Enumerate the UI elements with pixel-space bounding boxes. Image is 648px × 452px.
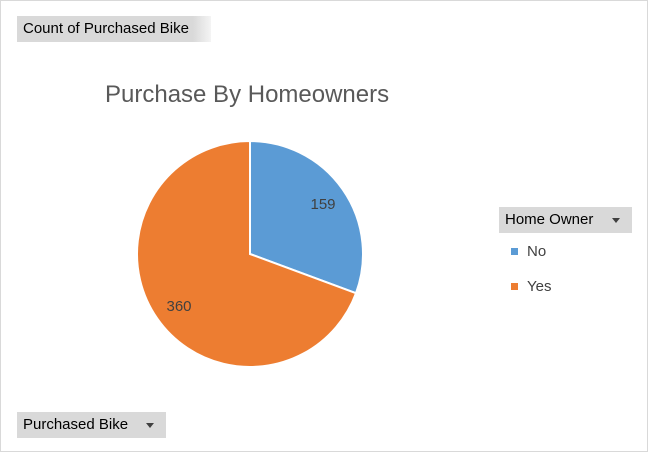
pie-slice-yes[interactable] <box>136 139 358 368</box>
value-field-label: Count of Purchased Bike <box>23 20 189 37</box>
legend-label-yes: Yes <box>527 278 552 295</box>
legend-field-label: Home Owner <box>505 211 594 228</box>
data-label-no: 159 <box>310 196 335 213</box>
chart-title: Purchase By Homeowners <box>105 81 390 108</box>
legend-swatch-no <box>511 247 518 255</box>
axis-field-button[interactable]: Purchased Bike <box>17 412 166 438</box>
chevron-down-icon <box>612 218 620 223</box>
legend-item-no: No <box>511 242 546 262</box>
chevron-down-icon <box>146 423 154 428</box>
value-field-button[interactable]: Count of Purchased Bike <box>17 16 211 42</box>
legend-field-button[interactable]: Home Owner <box>499 207 632 233</box>
legend-swatch-yes <box>511 282 518 290</box>
legend-label-no: No <box>527 243 547 260</box>
pie-slice-no[interactable] <box>249 139 364 295</box>
data-label-yes: 360 <box>166 298 191 315</box>
axis-field-label: Purchased Bike <box>23 416 129 433</box>
legend-item-yes: Yes <box>511 277 551 297</box>
